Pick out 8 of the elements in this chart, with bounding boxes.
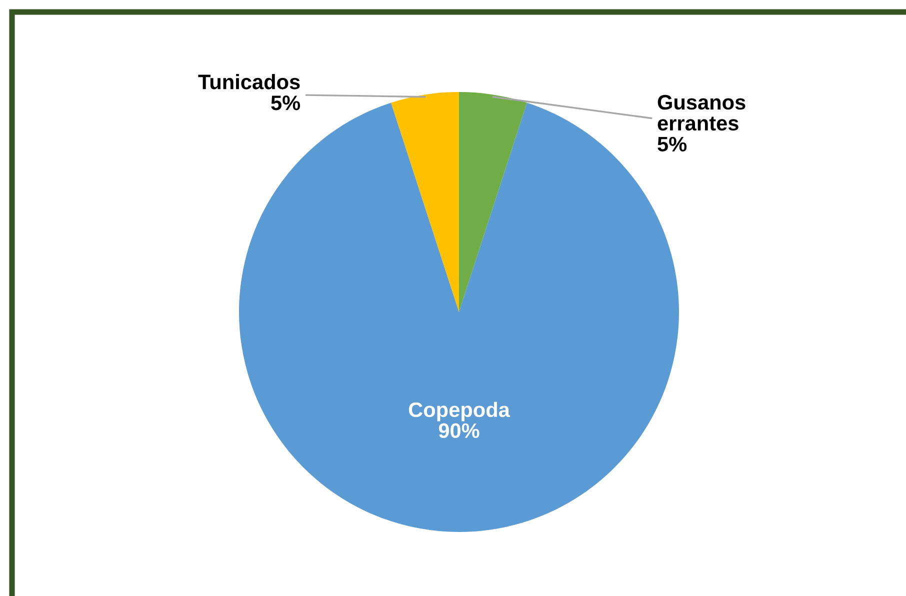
- data-label: 5%: [658, 136, 687, 152]
- slice-label: Gusanos errantes: [658, 94, 746, 131]
- data-label: 90%: [438, 423, 480, 438]
- slice-label: Copepoda: [408, 402, 510, 422]
- pie-slice: [391, 92, 459, 312]
- data-label: 5%: [271, 96, 300, 110]
- slice-label: Tunicados: [198, 74, 300, 90]
- pie-slice: [459, 92, 527, 312]
